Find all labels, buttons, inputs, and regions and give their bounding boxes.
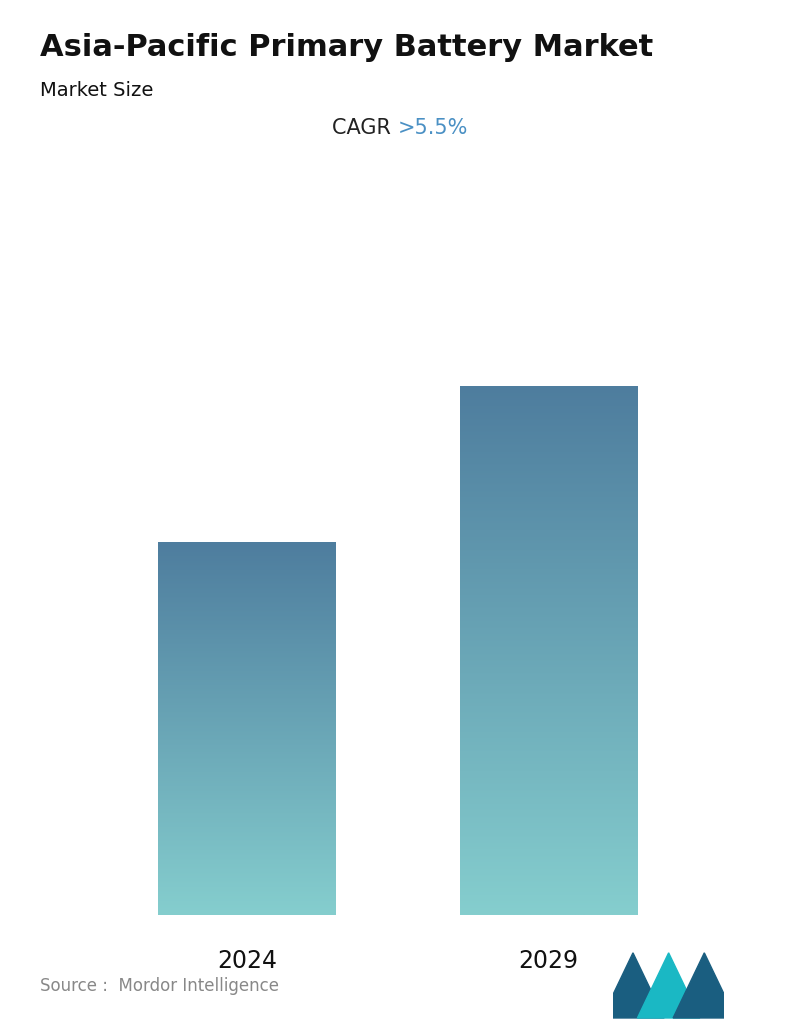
Text: >5.5%: >5.5% bbox=[398, 118, 468, 139]
Polygon shape bbox=[673, 953, 736, 1017]
Text: Asia-Pacific Primary Battery Market: Asia-Pacific Primary Battery Market bbox=[40, 33, 653, 62]
Text: 2024: 2024 bbox=[217, 949, 277, 973]
Polygon shape bbox=[602, 953, 664, 1017]
Text: 2029: 2029 bbox=[519, 949, 579, 973]
Text: CAGR: CAGR bbox=[333, 118, 398, 139]
Text: Market Size: Market Size bbox=[40, 81, 153, 99]
Text: Source :  Mordor Intelligence: Source : Mordor Intelligence bbox=[40, 977, 279, 995]
Polygon shape bbox=[638, 953, 700, 1017]
